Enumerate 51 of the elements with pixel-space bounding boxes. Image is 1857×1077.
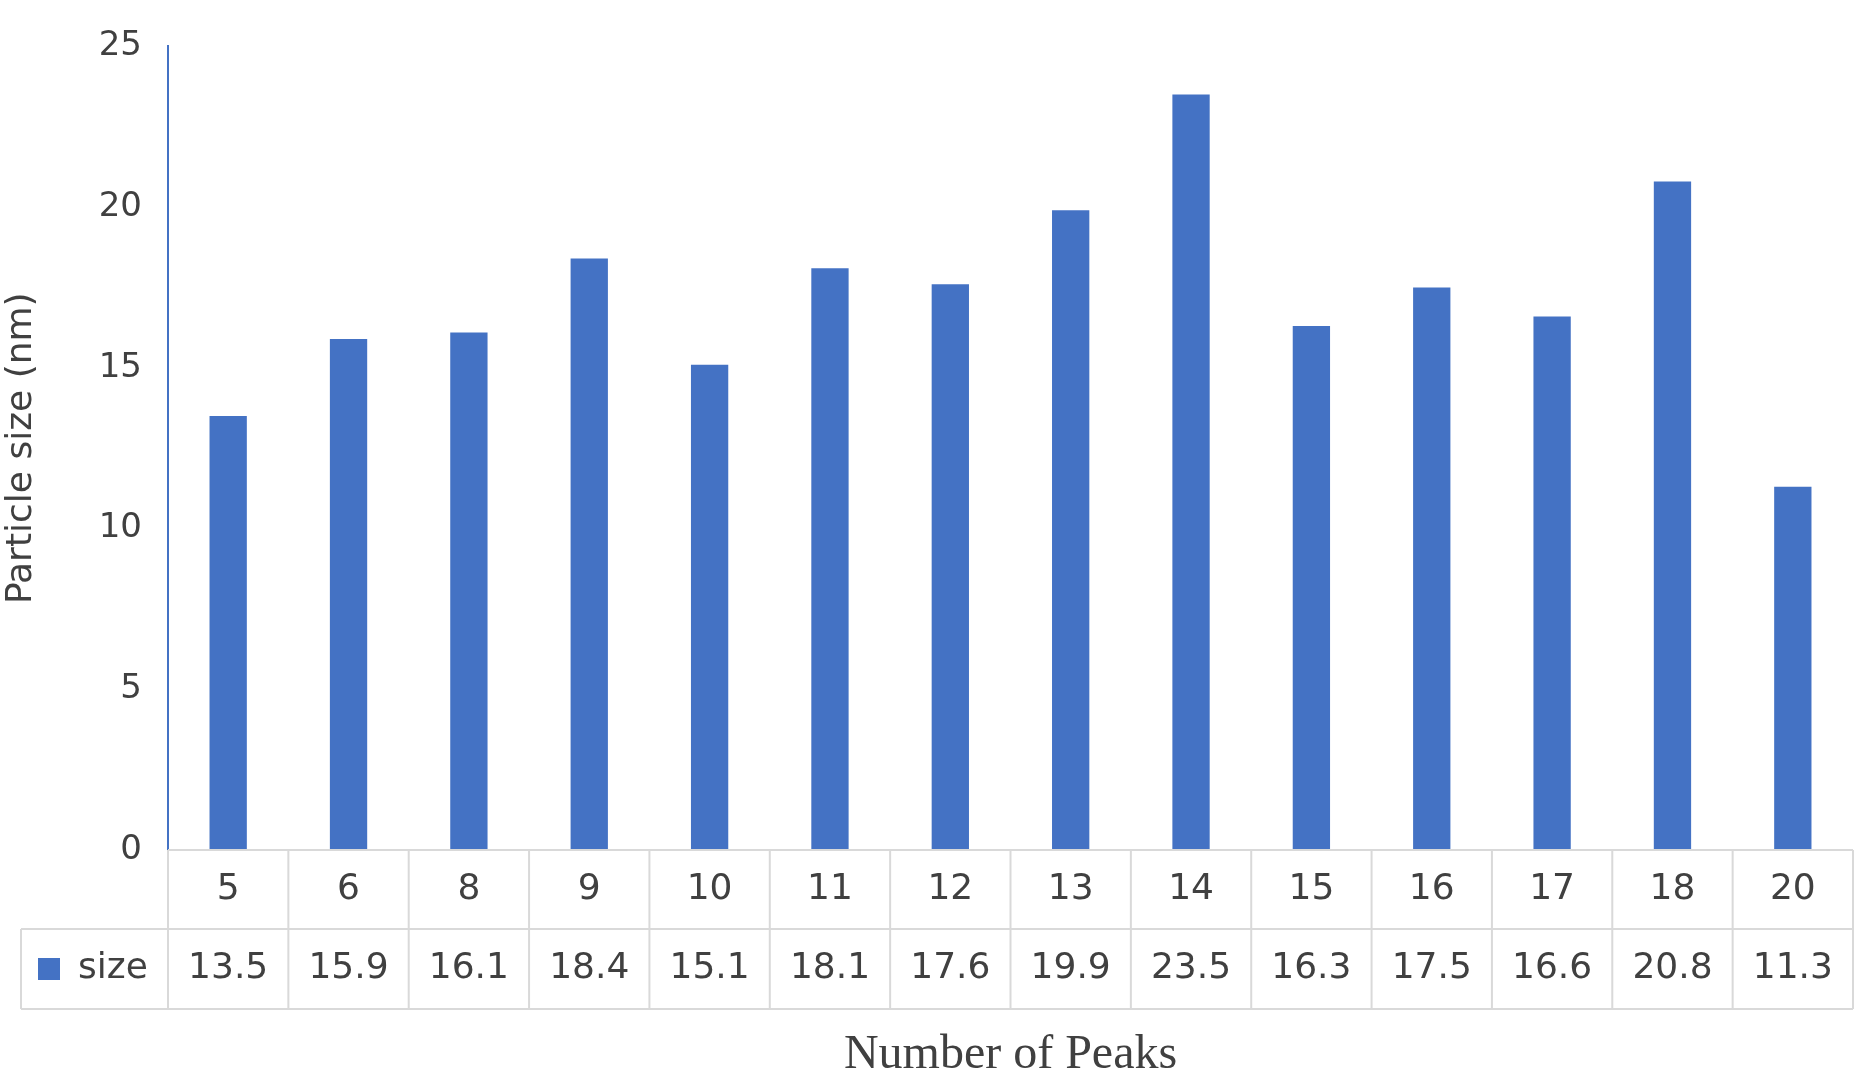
data-label: 19.9 (1030, 945, 1111, 987)
data-label: 16.6 (1512, 945, 1593, 987)
x-tick-label: 15 (1288, 865, 1335, 907)
y-tick-label: 25 (98, 23, 142, 64)
data-label: 16.1 (428, 945, 509, 987)
bar (1052, 210, 1090, 850)
bar (1172, 94, 1210, 850)
x-tick-label: 8 (457, 865, 481, 907)
bar (1292, 326, 1331, 850)
x-tick-label: 16 (1408, 865, 1455, 907)
bar (329, 338, 368, 850)
data-label: 23.5 (1150, 945, 1232, 987)
x-tick-label: 9 (577, 865, 601, 907)
x-tick-label: 17 (1529, 865, 1576, 907)
bar (570, 258, 608, 850)
data-label: 13.5 (188, 945, 269, 987)
x-tick-label: 10 (686, 865, 733, 907)
data-label: 18.4 (549, 945, 630, 987)
y-axis-title: Particle size (nm) (0, 292, 39, 605)
bar (1653, 181, 1692, 850)
x-tick-label: 6 (337, 865, 360, 907)
y-tick-label: 15 (98, 344, 142, 385)
bar (1533, 316, 1571, 850)
y-tick-label: 5 (120, 666, 142, 707)
bar (811, 268, 849, 850)
x-tick-label: 13 (1047, 865, 1094, 907)
y-tick-label: 10 (98, 505, 142, 546)
data-label: 17.6 (910, 945, 991, 987)
x-tick-label: 20 (1769, 865, 1816, 907)
data-label: 20.8 (1632, 945, 1713, 987)
legend-label: size (78, 945, 148, 987)
bar (450, 332, 488, 850)
x-tick-label: 11 (807, 865, 853, 907)
y-tick-label: 20 (98, 183, 142, 224)
data-label: 17.5 (1391, 945, 1472, 987)
bar (1413, 287, 1451, 850)
x-tick-label: 5 (216, 865, 240, 907)
data-label: 16.3 (1271, 945, 1352, 987)
bar (931, 284, 969, 850)
bar (209, 416, 247, 850)
data-label: 18.1 (789, 945, 871, 987)
data-label: 15.1 (669, 945, 750, 987)
x-axis-title: Number of Peaks (843, 1024, 1178, 1077)
y-tick-label: 0 (120, 826, 142, 867)
bar (1774, 486, 1812, 850)
x-tick-label: 18 (1649, 865, 1696, 907)
x-tick-label: 14 (1168, 865, 1214, 907)
data-label: 11.3 (1752, 945, 1833, 987)
data-label: 15.9 (308, 945, 389, 987)
x-tick-label: 12 (927, 865, 974, 907)
bar (690, 364, 729, 850)
